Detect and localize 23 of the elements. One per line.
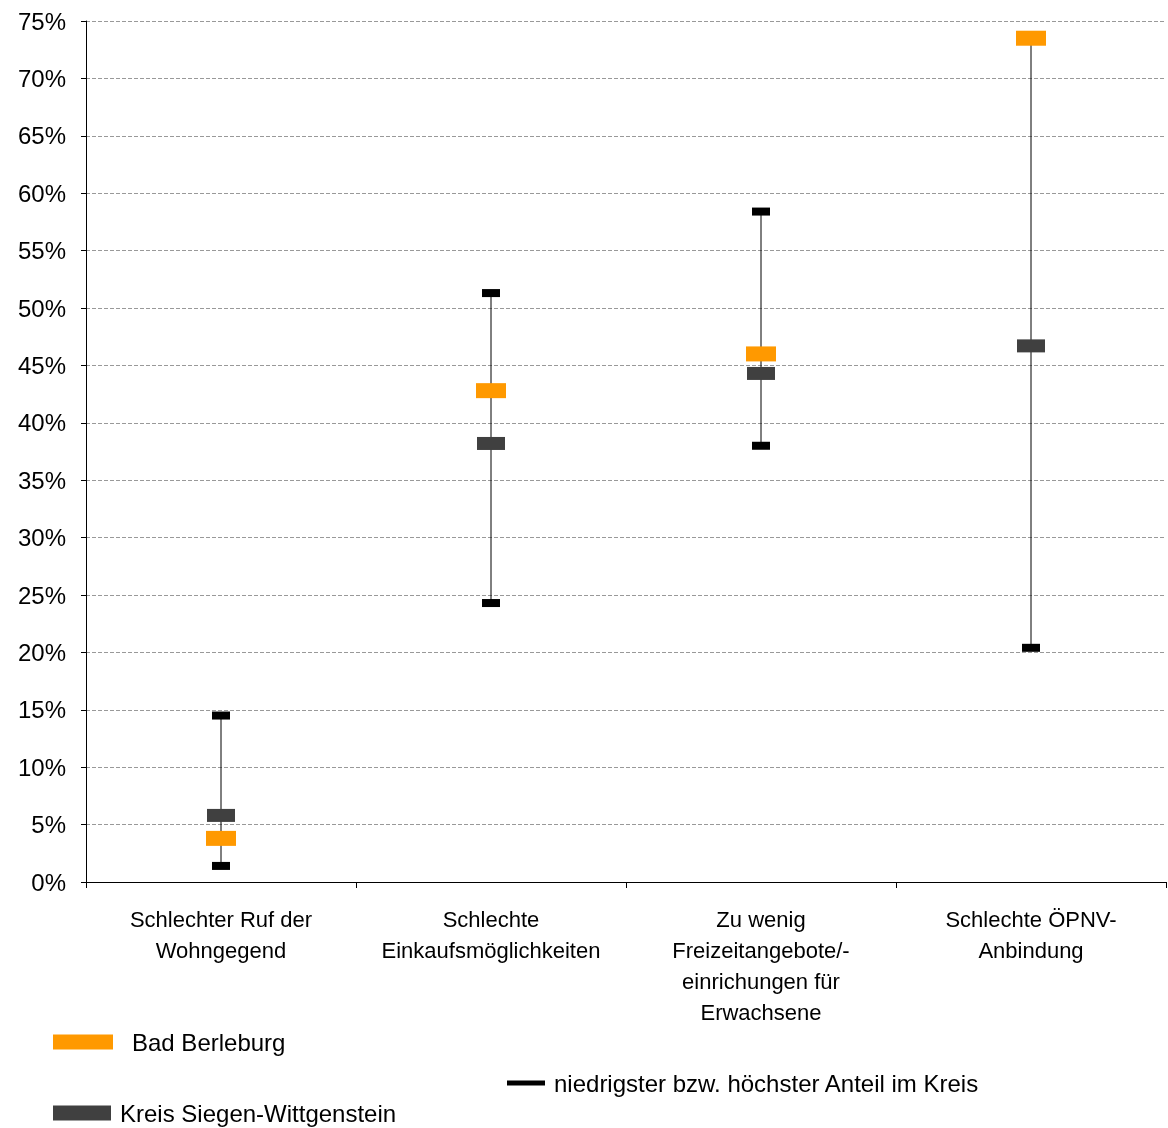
legend-label: Kreis Siegen-Wittgenstein — [120, 1099, 397, 1127]
y-tick-label: 15% — [17, 696, 66, 724]
y-tick-label: 40% — [17, 409, 66, 437]
y-tick-label: 0% — [31, 868, 66, 896]
x-tick-label: Schlechte ÖPNV-Anbindung — [945, 907, 1117, 963]
y-tick-label: 75% — [17, 7, 66, 35]
x-tick-label: Schlechter Ruf der Wohngegend — [129, 907, 313, 963]
legend-label: niedrigster bzw. höchster Anteil im Kreis — [554, 1069, 979, 1097]
y-tick-label: 65% — [17, 122, 66, 150]
y-tick-label: 45% — [17, 351, 66, 379]
y-tick-label: 70% — [17, 64, 66, 92]
y-tick-label: 30% — [17, 524, 66, 552]
y-tick-label: 35% — [17, 466, 66, 494]
y-tick-label: 50% — [17, 294, 66, 322]
legend-label: Bad Berleburg — [132, 1028, 286, 1056]
y-tick-label: 20% — [17, 638, 66, 666]
y-tick-label: 25% — [17, 581, 66, 609]
y-tick-label: 5% — [31, 811, 66, 839]
x-tick-label: Schlechte Einkaufsmöglichkeiten — [381, 907, 601, 963]
y-tick-label: 60% — [17, 179, 66, 207]
x-tick-label: Zu wenig Freizeitangebote/-einrichungen für Erwachsene — [672, 907, 850, 1025]
y-tick-label: 10% — [17, 753, 66, 781]
y-tick-label: 55% — [17, 237, 66, 265]
